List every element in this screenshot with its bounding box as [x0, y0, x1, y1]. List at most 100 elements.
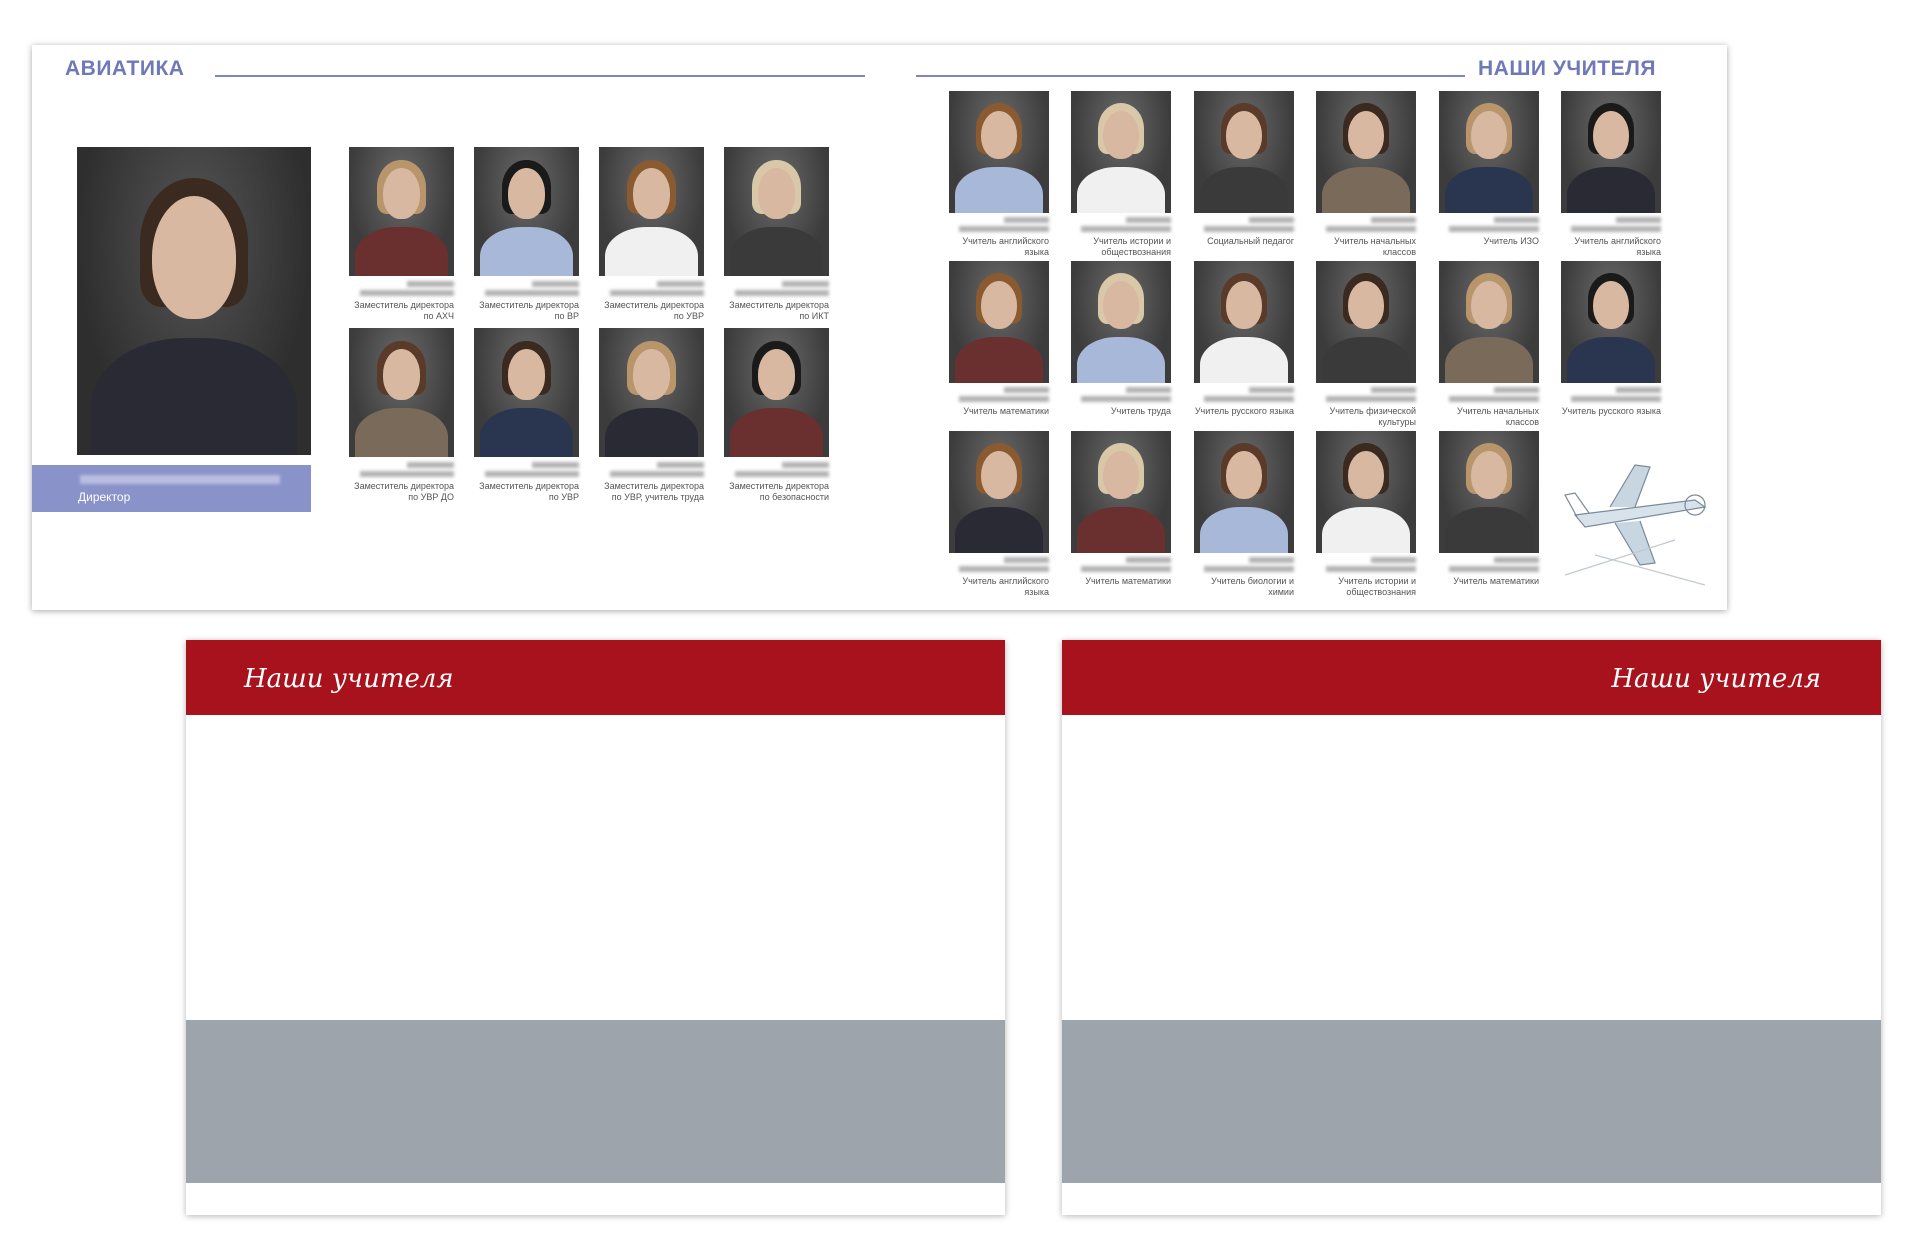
portrait-photo [1561, 261, 1661, 383]
blurred-name [1449, 226, 1539, 232]
gray-band [186, 1020, 1005, 1183]
bottom-left-spread: Наши учителя [186, 640, 1005, 1215]
blurred-name [959, 396, 1049, 402]
blurred-name [1204, 566, 1294, 572]
blurred-name [1081, 566, 1171, 572]
blurred-name [734, 471, 829, 477]
portrait-photo [724, 147, 829, 276]
blurred-name [406, 281, 454, 287]
role-caption: Заместитель директора по УВР [604, 300, 704, 321]
portrait-photo [1316, 261, 1416, 383]
teachers-title: НАШИ УЧИТЕЛЯ [1478, 57, 1656, 80]
airplane-sketch-illustration [1555, 445, 1720, 605]
portrait-photo [949, 431, 1049, 553]
portrait-photo [1439, 261, 1539, 383]
header-bar: Наши учителя [186, 640, 1005, 715]
blurred-name [1081, 226, 1171, 232]
blurred-name [531, 281, 579, 287]
blurred-name [359, 290, 454, 296]
portrait-photo [1316, 91, 1416, 213]
role-caption: Учитель английского языка [962, 236, 1049, 257]
role-caption: Заместитель директора по УВР, учитель тр… [604, 481, 704, 502]
blurred-name [1004, 557, 1049, 563]
portrait-photo [1439, 91, 1539, 213]
blurred-name [1571, 396, 1661, 402]
blurred-name [656, 462, 704, 468]
portrait-photo [474, 328, 579, 457]
blurred-name [1004, 387, 1049, 393]
blurred-name [1004, 217, 1049, 223]
blurred-name [1326, 226, 1416, 232]
blurred-name [359, 471, 454, 477]
blurred-name [1126, 217, 1171, 223]
blurred-name [1326, 396, 1416, 402]
role-caption: Учитель начальных классов [1457, 406, 1539, 427]
role-caption: Учитель математики [1453, 576, 1539, 586]
role-caption: Социальный педагог [1207, 236, 1294, 246]
director-role: Директор [78, 490, 131, 504]
blurred-name [406, 462, 454, 468]
page-title: Наши учителя [1611, 664, 1821, 694]
blurred-name [1249, 387, 1294, 393]
blurred-name [1371, 217, 1416, 223]
portrait-photo [599, 328, 704, 457]
portrait-photo [1071, 431, 1171, 553]
role-caption: Учитель истории и обществознания [1338, 576, 1416, 597]
role-caption: Учитель физической культуры [1329, 406, 1416, 427]
blurred-name [1126, 387, 1171, 393]
blurred-name [959, 566, 1049, 572]
blurred-name [484, 471, 579, 477]
portrait-photo [77, 147, 311, 455]
portrait-photo [349, 147, 454, 276]
role-caption: Учитель начальных классов [1334, 236, 1416, 257]
role-caption: Заместитель директора по АХЧ [354, 300, 454, 321]
role-caption: Заместитель директора по ВР [479, 300, 579, 321]
blurred-name [1494, 557, 1539, 563]
divider [916, 75, 1465, 77]
role-caption: Заместитель директора по безопасности [729, 481, 829, 502]
blurred-name [1449, 396, 1539, 402]
role-caption: Учитель ИЗО [1483, 236, 1539, 246]
blurred-name [959, 226, 1049, 232]
portrait-photo [949, 91, 1049, 213]
page-title: Наши учителя [244, 664, 454, 694]
header-bar: Наши учителя [1062, 640, 1881, 715]
portrait-photo [599, 147, 704, 276]
school-title: АВИАТИКА [65, 57, 185, 80]
blurred-name [656, 281, 704, 287]
blurred-name [734, 290, 829, 296]
portrait-photo [1071, 91, 1171, 213]
blurred-name [1081, 396, 1171, 402]
blurred-name [1494, 387, 1539, 393]
blurred-name [1371, 387, 1416, 393]
role-caption: Учитель математики [963, 406, 1049, 416]
blurred-name [1571, 226, 1661, 232]
blurred-name [1494, 217, 1539, 223]
portrait-photo [1071, 261, 1171, 383]
blurred-name [1326, 566, 1416, 572]
blurred-name [531, 462, 579, 468]
blurred-name [1204, 396, 1294, 402]
blurred-name [1249, 217, 1294, 223]
portrait-photo [1194, 91, 1294, 213]
blurred-name [1616, 217, 1661, 223]
portrait-photo [1316, 431, 1416, 553]
bottom-right-spread: Наши учителя [1062, 640, 1881, 1215]
portrait-photo [1561, 91, 1661, 213]
blurred-name [1449, 566, 1539, 572]
blurred-name [1126, 557, 1171, 563]
role-caption: Учитель английского языка [962, 576, 1049, 597]
director-label: Директор [32, 465, 311, 512]
role-caption: Учитель русского языка [1194, 406, 1294, 416]
portrait-photo [1194, 431, 1294, 553]
blurred-name [80, 475, 280, 484]
blurred-name [1371, 557, 1416, 563]
blurred-name [781, 462, 829, 468]
role-caption: Учитель истории и обществознания [1093, 236, 1171, 257]
role-caption: Учитель математики [1085, 576, 1171, 586]
blurred-name [609, 290, 704, 296]
blurred-name [1204, 226, 1294, 232]
role-caption: Заместитель директора по УВР ДО [354, 481, 454, 502]
role-caption: Учитель труда [1110, 406, 1171, 416]
blurred-name [609, 471, 704, 477]
